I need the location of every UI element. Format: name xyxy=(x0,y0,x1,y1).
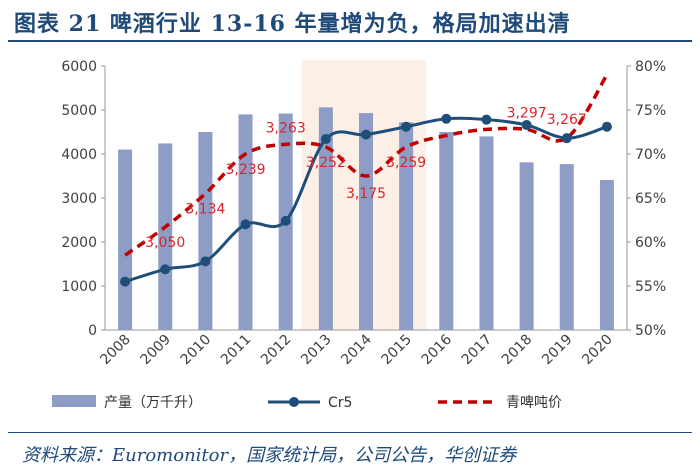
x-tick-label: 2010 xyxy=(178,332,215,369)
bar-2014 xyxy=(359,113,373,330)
cr5-point-2009 xyxy=(160,264,171,275)
data-label-2014: 3,175 xyxy=(346,186,386,202)
price-line xyxy=(124,73,609,257)
x-tick-label: 2014 xyxy=(338,331,375,368)
left-tick-label: 1000 xyxy=(61,279,97,295)
x-tick-label: 2017 xyxy=(459,332,496,369)
left-tick-label: 6000 xyxy=(61,59,97,75)
left-tick-label: 4000 xyxy=(61,147,97,163)
bar-2008 xyxy=(118,149,133,330)
data-label-2015: 3,259 xyxy=(386,155,426,171)
cr5-point-2015 xyxy=(401,121,412,132)
x-tick-label: 2011 xyxy=(218,332,255,369)
bar-2009 xyxy=(158,143,173,330)
right-tick-label: 60% xyxy=(635,235,666,251)
legend-swatch-cr5-marker xyxy=(289,397,299,407)
x-tick-label: 2016 xyxy=(419,331,456,368)
bar-2019 xyxy=(559,164,574,330)
right-tick-label: 55% xyxy=(635,279,666,295)
cr5-point-2018 xyxy=(521,119,532,130)
cr5-point-2012 xyxy=(280,215,291,226)
x-tick-label: 2008 xyxy=(97,332,134,369)
x-tick-label: 2020 xyxy=(579,332,616,369)
cr5-point-2010 xyxy=(200,256,211,267)
footer-divider xyxy=(8,432,692,433)
bar-2015 xyxy=(399,122,414,330)
data-label-2018: 3,297 xyxy=(507,105,547,121)
x-tick-label: 2013 xyxy=(298,332,335,369)
x-tick-label: 2015 xyxy=(378,332,415,369)
data-label-2019: 3,267 xyxy=(547,112,587,128)
bar-2013 xyxy=(318,107,333,330)
right-tick-label: 80% xyxy=(635,59,666,75)
title-divider xyxy=(8,40,692,42)
left-tick-label: 3000 xyxy=(61,191,97,207)
data-label-2012: 3,263 xyxy=(266,120,306,136)
right-tick-label: 65% xyxy=(635,191,666,207)
right-tick-label: 50% xyxy=(635,323,666,339)
legend-label-output: 产量（万千升） xyxy=(104,395,202,411)
combo-chart: 0 1000 2000 3000 4000 5000 6000 50% 55% 60% 65% 70%… xyxy=(52,59,666,411)
bar-2010 xyxy=(198,132,213,330)
cr5-point-2019 xyxy=(561,133,572,144)
cr5-point-2020 xyxy=(601,121,612,132)
source-note: 资料来源：Euromonitor，国家统计局，公司公告，华创证券 xyxy=(22,445,517,466)
x-tick-label: 2012 xyxy=(258,332,295,369)
bar-2020 xyxy=(599,179,614,330)
bar-2016 xyxy=(439,132,454,330)
cr5-point-2014 xyxy=(361,129,371,140)
legend-label-price: 青啤吨价 xyxy=(506,395,562,411)
left-tick-label: 2000 xyxy=(61,235,97,251)
legend-label-cr5: Cr5 xyxy=(328,395,352,411)
data-label-2013: 3,252 xyxy=(306,155,346,171)
cr5-point-2008 xyxy=(120,276,131,287)
left-tick-label: 5000 xyxy=(61,103,97,119)
bar-2018 xyxy=(519,162,534,330)
cr5-point-2013 xyxy=(320,134,331,145)
data-label-2009: 3,050 xyxy=(145,235,185,251)
right-tick-label: 75% xyxy=(635,103,666,119)
data-label-2010: 3,134 xyxy=(185,202,225,218)
legend-swatch-output xyxy=(52,395,96,407)
figure-title: 图表 21 啤酒行业 13-16 年量增为负，格局加速出清 xyxy=(14,11,571,37)
cr5-point-2011 xyxy=(240,219,251,230)
right-tick-label: 70% xyxy=(635,147,666,163)
cr5-point-2016 xyxy=(441,113,452,124)
x-tick-label: 2009 xyxy=(138,332,175,369)
data-label-2011: 3,239 xyxy=(225,162,265,178)
cr5-point-2017 xyxy=(481,114,492,125)
x-tick-label: 2018 xyxy=(499,332,536,369)
left-tick-label: 0 xyxy=(88,323,97,339)
bar-2017 xyxy=(479,136,494,330)
x-tick-label: 2019 xyxy=(539,332,576,369)
title-bar: 图表 21 啤酒行业 13-16 年量增为负，格局加速出清 xyxy=(0,0,700,40)
